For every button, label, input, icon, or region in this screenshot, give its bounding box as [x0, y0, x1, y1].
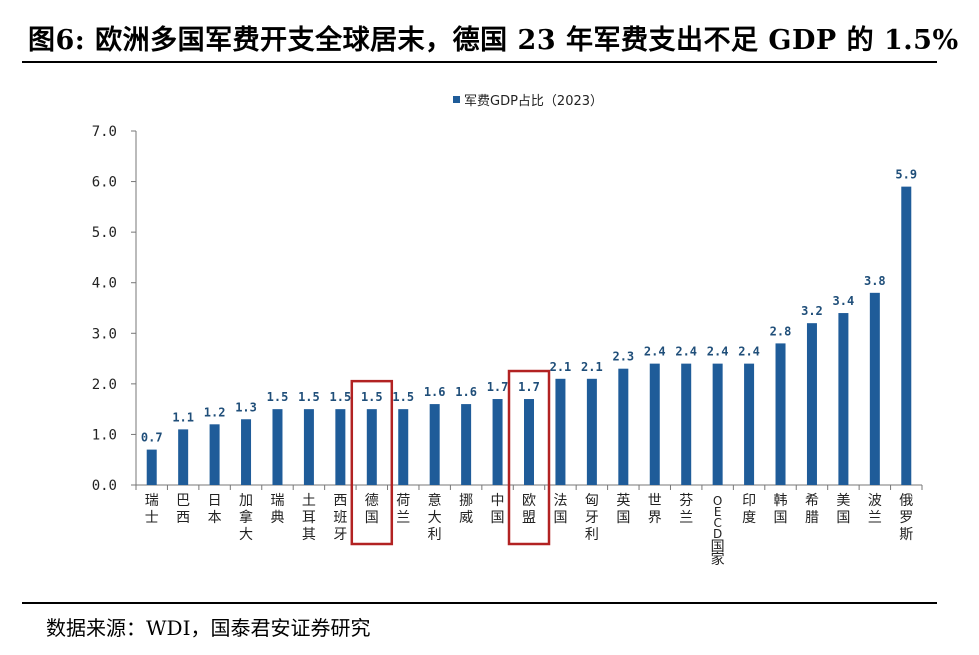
y-tick-label: 1.0: [92, 427, 117, 443]
bar: [775, 343, 786, 485]
category-label: 土耳其: [302, 493, 316, 543]
y-axis-ticks: 0.0 1.0 2.0 3.0 4.0 5.0 6.0 7.0: [92, 124, 136, 494]
bar: [806, 323, 817, 485]
y-tick-label: 0.0: [92, 478, 117, 494]
category-label: 日本: [208, 493, 222, 526]
data-label: 1.5: [392, 390, 414, 404]
bar: [366, 409, 377, 485]
data-label: 3.8: [864, 274, 886, 288]
bar: [744, 363, 755, 485]
data-label: 2.3: [612, 350, 634, 364]
category-label: 芬兰: [679, 493, 693, 526]
bar: [901, 186, 912, 485]
category-label: 瑞士: [145, 493, 159, 526]
bar: [303, 409, 314, 485]
bar: [398, 409, 409, 485]
data-label: 2.4: [707, 345, 729, 359]
data-label: 1.6: [455, 385, 477, 399]
bar: [429, 404, 440, 485]
footer-divider: [22, 602, 937, 604]
data-label: 5.9: [895, 168, 917, 182]
data-labels: 0.7 1.1 1.2 1.3 1.5 1.5 1.5 1.5 1.5 1.6 1.6 1.7 1.7 2…: [141, 168, 917, 445]
bar: [618, 368, 629, 485]
y-tick-label: 6.0: [92, 175, 117, 191]
category-label: 德国: [365, 493, 379, 526]
data-label: 2.4: [644, 345, 666, 359]
category-label: 希腊: [805, 493, 819, 526]
highlight-box: [350, 379, 394, 546]
bar: [838, 313, 849, 485]
data-label: 1.3: [235, 400, 257, 414]
category-label: 挪威: [459, 493, 473, 526]
data-label: 1.7: [487, 380, 509, 394]
data-label: 1.5: [330, 390, 352, 404]
bar: [492, 399, 503, 485]
category-label: 美国: [836, 493, 850, 526]
bar: [555, 378, 566, 485]
y-tick-label: 5.0: [92, 225, 117, 241]
data-label: 1.5: [267, 390, 289, 404]
bar: [524, 399, 534, 485]
bar: [241, 419, 252, 485]
category-label: 俄罗斯: [899, 493, 913, 543]
category-label: 韩国: [774, 493, 788, 526]
bar: [146, 449, 157, 485]
data-label: 2.8: [770, 324, 792, 338]
bar: [649, 363, 660, 485]
category-label: 意大利: [428, 492, 442, 543]
chart-title: 图6: 欧洲多国军费开支全球居末，德国 23 年军费支出不足 GDP 的 1.5…: [28, 25, 959, 56]
highlight-box: [507, 369, 551, 546]
data-label: 3.2: [801, 304, 823, 318]
category-label: 西班牙: [333, 493, 347, 543]
title-divider: [22, 61, 937, 63]
bar: [869, 292, 880, 485]
source-note: 数据来源：WDI，国泰君安证券研究: [46, 616, 371, 640]
legend: 军费GDP占比（2023）: [453, 94, 603, 109]
category-label: 加拿大: [239, 493, 253, 543]
bar: [681, 363, 692, 485]
bar-chart: 军费GDP占比（2023） 0.0 1.0 2.0 3.0 4.0 5.0 6.0 7.0 0…: [92, 94, 923, 568]
bar: [178, 429, 189, 485]
data-label: 0.7: [141, 431, 163, 445]
category-label: 瑞典: [270, 493, 284, 526]
data-label: 2.4: [675, 345, 697, 359]
y-tick-label: 2.0: [92, 377, 117, 393]
category-label: 匈牙利: [585, 493, 599, 543]
bar: [586, 378, 597, 485]
data-label: 1.6: [424, 385, 446, 399]
category-label: 法国: [553, 493, 567, 526]
data-label: 1.5: [361, 390, 383, 404]
bar: [712, 363, 723, 485]
data-label: 1.1: [172, 410, 194, 424]
bar: [272, 409, 283, 485]
data-label: 1.7: [518, 380, 540, 394]
y-tick-label: 3.0: [92, 326, 117, 342]
category-label: O E C D 国家: [711, 494, 725, 568]
category-label: 印度: [742, 493, 756, 526]
data-label: 2.1: [581, 360, 603, 374]
data-label: 1.5: [298, 390, 320, 404]
bars: [146, 186, 912, 485]
category-label: 中国: [491, 493, 505, 526]
legend-swatch: [453, 96, 460, 103]
y-tick-label: 7.0: [92, 124, 117, 140]
bar: [461, 404, 472, 485]
category-label: 欧盟: [522, 493, 536, 526]
data-label: 1.2: [204, 405, 226, 419]
y-tick-label: 4.0: [92, 276, 117, 292]
data-label: 3.4: [833, 294, 855, 308]
legend-label: 军费GDP占比（2023）: [464, 94, 603, 109]
category-label: 世界: [648, 493, 662, 526]
category-label: 荷兰: [396, 493, 410, 526]
bar: [209, 424, 220, 485]
data-label: 2.1: [550, 360, 572, 374]
category-label: 巴西: [176, 493, 190, 526]
highlight-boxes: [350, 369, 551, 546]
category-label: 波兰: [868, 493, 882, 526]
data-label: 2.4: [738, 345, 760, 359]
category-label: 英国: [616, 492, 630, 526]
bar: [335, 409, 346, 485]
